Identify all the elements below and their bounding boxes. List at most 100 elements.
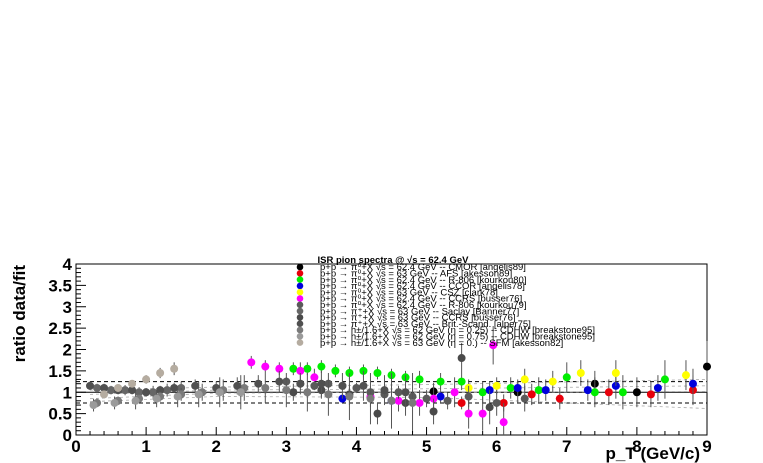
data-point — [401, 388, 410, 397]
data-point — [520, 394, 529, 403]
y-tick-label: 2 — [63, 341, 72, 360]
data-point — [135, 388, 144, 397]
axes: 0 1 2 3 4 5 6 7 8 9 0 0.5 1 1.5 2 2.5 3 3.5 4 — [48, 255, 711, 456]
data-point — [275, 377, 284, 386]
data-point — [394, 388, 403, 397]
data-point — [100, 383, 109, 392]
data-point — [457, 398, 466, 407]
legend-marker — [296, 326, 304, 334]
data-point — [527, 390, 536, 399]
series-2 — [289, 360, 669, 410]
legend-label: p+p → h±/1.6+X √s = 62 GeV (η = 0.25) --… — [320, 325, 595, 336]
legend-marker — [296, 333, 304, 340]
legend-marker — [296, 282, 304, 290]
data-point — [464, 409, 473, 418]
legend-marker — [296, 288, 304, 296]
data-point — [457, 354, 466, 363]
data-point — [261, 362, 270, 371]
data-point — [555, 394, 564, 403]
data-point — [681, 371, 690, 380]
data-point — [110, 398, 119, 407]
data-point — [499, 418, 508, 427]
legend-label: p+p → π⁰+X √s = 63 GeV -- AFS [akesson89… — [320, 269, 512, 280]
data-point — [303, 364, 312, 373]
data-point — [576, 369, 585, 378]
data-point — [170, 383, 179, 392]
data-point — [310, 373, 319, 382]
data-point — [317, 379, 326, 388]
data-point — [317, 362, 326, 371]
data-point — [142, 388, 151, 397]
legend-label: p+p → π⁰+X √s = 62.4 GeV -- R-806 [kourk… — [320, 275, 526, 286]
legend-marker — [296, 339, 304, 346]
data-point — [128, 379, 137, 388]
legend-marker — [296, 307, 304, 315]
data-points — [86, 325, 711, 435]
y-tick-label: 3 — [63, 298, 72, 317]
data-point — [215, 388, 224, 397]
legend-marker — [296, 301, 304, 309]
data-point — [373, 369, 382, 378]
data-point — [457, 377, 466, 386]
series-1 — [457, 375, 697, 412]
data-point — [422, 394, 431, 403]
data-point — [429, 407, 438, 416]
data-point — [604, 388, 613, 397]
data-point — [345, 392, 354, 401]
legend-marker — [296, 314, 304, 321]
data-point — [688, 379, 697, 388]
data-point — [373, 409, 382, 418]
x-tick-label: 6 — [492, 437, 501, 456]
data-point — [415, 398, 424, 407]
data-point — [142, 375, 151, 384]
data-point — [170, 364, 179, 373]
data-point — [436, 392, 445, 401]
legend-label: p+p → π⁰+X √s = 62.4 GeV -- CCOR [angeli… — [320, 281, 525, 292]
legend-label: p+p → π⁰+X √s = 62.4 GeV -- R-806 [kourk… — [320, 300, 526, 311]
series-12 — [100, 362, 179, 399]
data-point — [478, 388, 487, 397]
data-point — [100, 390, 109, 399]
data-point — [443, 396, 452, 405]
legend-marker — [296, 295, 304, 302]
data-point — [254, 379, 263, 388]
data-point — [156, 386, 165, 395]
data-point — [653, 383, 662, 392]
data-point — [156, 369, 165, 378]
data-point — [703, 362, 711, 371]
data-point — [436, 377, 445, 386]
data-point — [450, 388, 459, 397]
y-tick-label: 4 — [63, 255, 73, 274]
data-point — [415, 375, 424, 384]
series-5 — [247, 325, 508, 435]
x-tick-label: 1 — [141, 437, 150, 456]
data-point — [86, 381, 95, 390]
data-point — [464, 392, 473, 401]
data-point — [352, 383, 361, 392]
y-tick-label: 0.5 — [48, 405, 72, 424]
legend-marker — [296, 276, 304, 283]
data-point — [149, 388, 158, 397]
data-point — [646, 390, 655, 399]
y-tick-label: 2.5 — [48, 319, 72, 338]
data-point — [492, 381, 501, 390]
y-tick-label: 3.5 — [48, 276, 72, 295]
y-tick-label: 1 — [63, 383, 72, 402]
data-point — [485, 403, 494, 412]
chart-title: ISR pion spectra @ √s = 62.4 GeV — [318, 255, 470, 266]
data-point — [541, 386, 550, 395]
data-point — [618, 388, 627, 397]
data-point — [324, 390, 333, 399]
x-tick-label: 2 — [211, 437, 220, 456]
data-point — [534, 386, 543, 395]
x-tick-label: 9 — [702, 437, 711, 456]
legend-label: p+p → π⁰+X √s = 63 GeV -- CSZ [clark78] — [320, 287, 498, 298]
legend-marker — [296, 320, 304, 328]
data-point — [359, 381, 368, 390]
x-axis-title: p_T (GeV/c) — [606, 444, 700, 463]
y-axis-title: ratio data/fit — [10, 265, 29, 363]
data-point — [520, 375, 529, 384]
data-point — [194, 390, 203, 399]
y-tick-label: 0 — [63, 426, 72, 445]
data-point — [489, 341, 498, 350]
